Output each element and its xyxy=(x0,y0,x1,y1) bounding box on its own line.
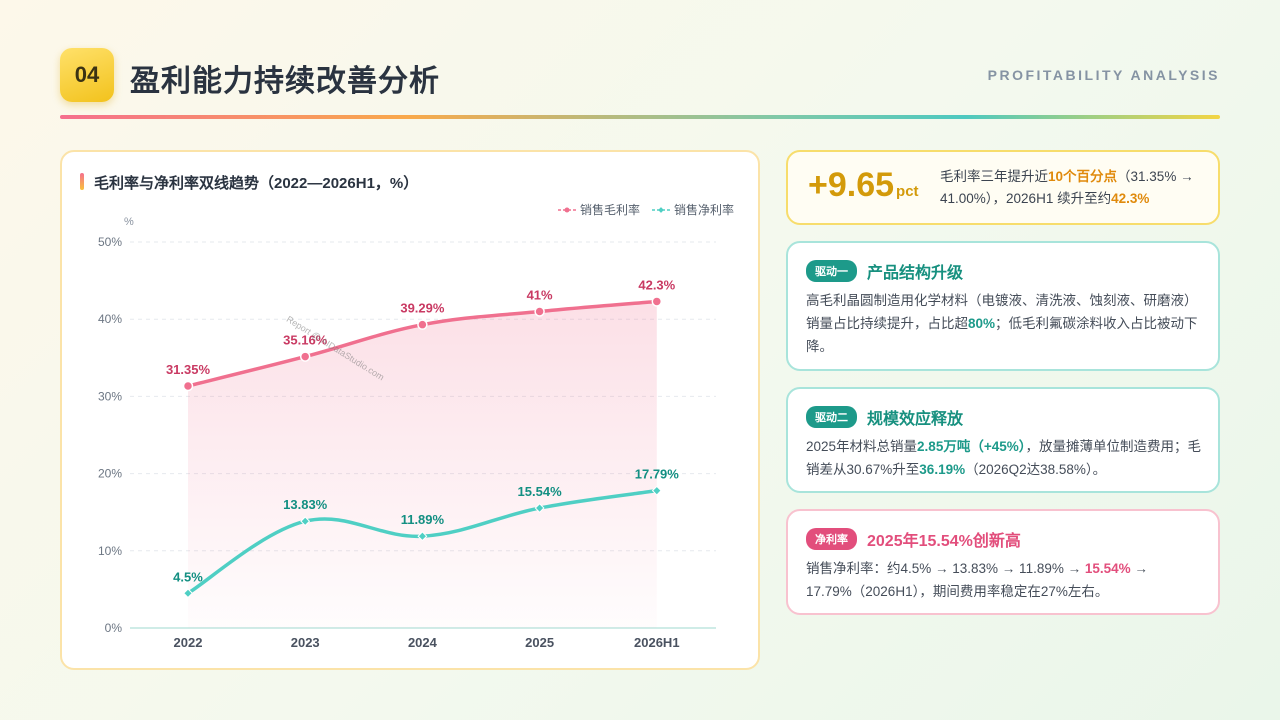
x-tick-label: 2023 xyxy=(291,635,320,650)
chart-title: 毛利率与净利率双线趋势（2022—2026H1，%） xyxy=(80,172,418,193)
legend-item-gross-margin: 销售毛利率 xyxy=(557,201,640,218)
net-margin-tag: 净利率 xyxy=(806,528,857,550)
y-tick-label: 40% xyxy=(98,312,122,326)
y-tick-label: 50% xyxy=(98,235,122,249)
kpi-highlight-points: 10个百分点 xyxy=(1048,169,1118,184)
header-gradient-divider xyxy=(60,115,1220,119)
x-tick-label: 2026H1 xyxy=(634,635,680,650)
chart-card: % 0% 10% 20% 30% 40% 50% 2022 2023 2024 2025 2026H1… xyxy=(60,150,760,670)
data-label: 31.35% xyxy=(166,362,211,377)
data-point-gross-margin xyxy=(651,296,663,307)
chart-legend: 销售毛利率 销售净利率 xyxy=(557,201,734,218)
legend-label-net-margin: 销售净利率 xyxy=(673,203,734,217)
kpi-highlight-latest: 42.3% xyxy=(1111,191,1150,206)
data-label: 35.16% xyxy=(283,333,328,348)
data-label: 13.83% xyxy=(283,497,328,512)
kpi-description: 毛利率三年提升近10个百分点（31.35% → 41.00%），2026H1 续… xyxy=(940,169,1194,206)
driver-heading: 产品结构升级 xyxy=(867,265,964,282)
driver-body: 高毛利晶圆制造用化学材料（电镀液、清洗液、蚀刻液、研磨液）销量占比持续提升，占比… xyxy=(806,293,1198,354)
data-point-net-margin xyxy=(651,485,662,496)
net-margin-card: 净利率 2025年15.54%创新高 销售净利率：约4.5% → 13.83% … xyxy=(786,509,1220,615)
legend-swatch-net-margin xyxy=(651,206,670,214)
data-label: 4.5% xyxy=(173,569,203,584)
data-point-net-margin xyxy=(417,531,428,542)
data-point-gross-margin xyxy=(534,306,545,317)
data-point-gross-margin xyxy=(182,380,194,392)
data-label: 39.29% xyxy=(400,301,445,316)
data-label: 17.79% xyxy=(635,467,680,482)
driver-body: 2025年材料总销量2.85万吨（+45%），放量摊薄单位制造费用；毛销差从30… xyxy=(806,439,1201,477)
data-label: 42.3% xyxy=(638,277,675,292)
driver-card-scale-effect: 驱动二 规模效应释放 2025年材料总销量2.85万吨（+45%），放量摊薄单位… xyxy=(786,387,1220,493)
y-tick-label: 20% xyxy=(98,467,122,481)
net-margin-body: 销售净利率：约4.5% → 13.83% → 11.89% → 15.54% →… xyxy=(806,561,1148,599)
driver-tag: 驱动二 xyxy=(806,406,857,428)
driver-heading: 规模效应释放 xyxy=(867,411,964,428)
net-margin-heading: 2025年15.54%创新高 xyxy=(867,533,1021,550)
page-title: 盈利能力持续改善分析 xyxy=(130,65,440,98)
data-point-gross-margin xyxy=(299,351,311,362)
y-tick-label: 10% xyxy=(98,544,122,558)
x-tick-label: 2024 xyxy=(408,635,438,650)
legend-swatch-gross-margin xyxy=(557,206,576,214)
legend-label-gross-margin: 销售毛利率 xyxy=(579,203,640,217)
section-number-badge: 04 xyxy=(60,48,114,102)
page-subtitle-english: PROFITABILITY ANALYSIS xyxy=(987,67,1220,83)
x-tick-label: 2025 xyxy=(525,635,554,650)
kpi-unit: pct xyxy=(896,183,919,200)
y-tick-label: 30% xyxy=(98,389,122,403)
data-label: 11.89% xyxy=(401,512,445,527)
kpi-value: +9.65 pct xyxy=(808,166,919,204)
x-tick-label: 2022 xyxy=(174,635,203,650)
line-chart: % 0% 10% 20% 30% 40% 50% 2022 2023 2024 2025 2026H1… xyxy=(98,216,716,650)
data-point-net-margin xyxy=(300,516,311,527)
data-point-gross-margin xyxy=(417,319,428,330)
kpi-card: +9.65 pct 毛利率三年提升近10个百分点（31.35% → 41.00%）… xyxy=(786,150,1220,225)
data-label: 15.54% xyxy=(518,484,563,499)
y-axis-unit-label: % xyxy=(124,216,134,228)
legend-item-net-margin: 销售净利率 xyxy=(651,201,734,218)
data-label: 41% xyxy=(527,287,553,302)
data-point-net-margin xyxy=(183,588,193,599)
series-area-0 xyxy=(188,301,657,628)
data-point-net-margin xyxy=(534,503,545,513)
driver-tag: 驱动一 xyxy=(806,260,857,282)
driver-card-product-mix: 驱动一 产品结构升级 高毛利晶圆制造用化学材料（电镀液、清洗液、蚀刻液、研磨液）… xyxy=(786,241,1220,371)
y-tick-label: 0% xyxy=(105,621,123,635)
